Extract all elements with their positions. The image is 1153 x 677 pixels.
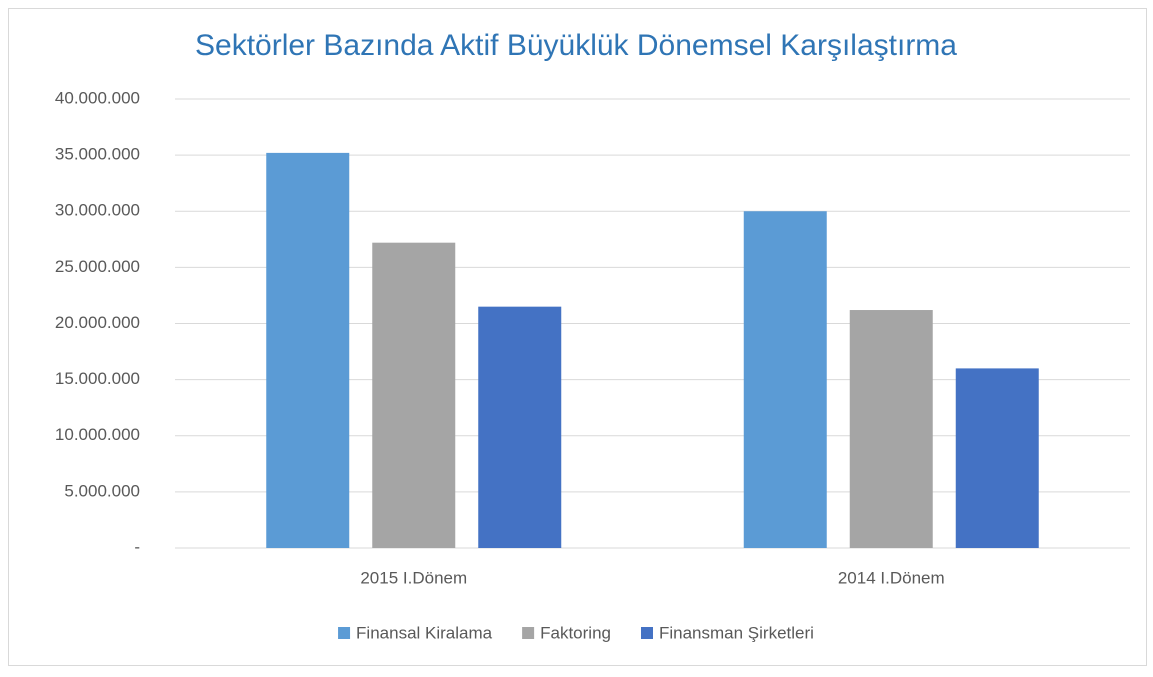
legend-label: Finansman Şirketleri [659, 623, 814, 642]
y-tick-label: 20.000.000 [55, 313, 140, 332]
bar [743, 211, 827, 548]
y-tick-label: 15.000.000 [55, 369, 140, 388]
legend-label: Faktoring [540, 623, 611, 642]
chart-title: Sektörler Bazında Aktif Büyüklük Dönemse… [195, 29, 957, 62]
y-tick-label: - [134, 537, 140, 556]
legend-swatch [338, 627, 351, 639]
bar [955, 368, 1039, 548]
y-tick-label: 40.000.000 [55, 88, 140, 107]
y-tick-label: 25.000.000 [55, 257, 140, 276]
y-tick-label: 10.000.000 [55, 425, 140, 444]
legend-swatch [640, 627, 653, 639]
x-tick-label: 2014 I.Dönem [838, 568, 945, 587]
y-tick-label: 5.000.000 [64, 481, 140, 500]
legend-label: Finansal Kiralama [356, 623, 493, 642]
y-tick-label: 30.000.000 [55, 201, 140, 220]
bar [266, 152, 350, 548]
legend-swatch [522, 627, 535, 639]
x-tick-label: 2015 I.Dönem [360, 568, 467, 587]
bar [478, 306, 562, 548]
bar [849, 310, 933, 548]
y-tick-label: 35.000.000 [55, 145, 140, 164]
bar [372, 242, 456, 548]
chart-frame [8, 8, 1147, 666]
